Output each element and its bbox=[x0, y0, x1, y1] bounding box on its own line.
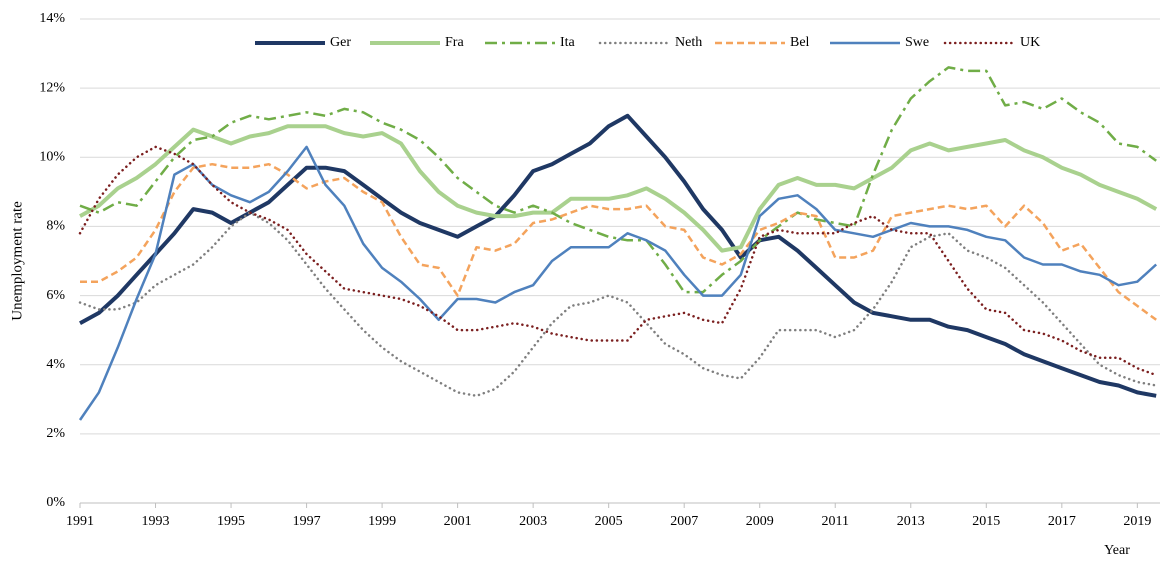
legend-label: Neth bbox=[675, 35, 702, 50]
x-tick-label: 2017 bbox=[1048, 514, 1076, 529]
series-line bbox=[78, 145, 1158, 377]
x-tick-label: 2005 bbox=[595, 514, 623, 529]
y-tick-label: 10% bbox=[39, 150, 65, 165]
legend-label: Bel bbox=[790, 35, 810, 50]
legend-label: Fra bbox=[445, 35, 464, 50]
y-tick-label: 8% bbox=[46, 219, 65, 234]
legend-label: Ita bbox=[560, 35, 576, 50]
legend-label: Swe bbox=[905, 35, 929, 50]
x-tick-label: 1991 bbox=[66, 514, 94, 529]
x-axis-label: Year bbox=[1104, 543, 1130, 558]
x-tick-label: 1993 bbox=[142, 514, 170, 529]
y-tick-label: 4% bbox=[46, 357, 65, 372]
x-tick-label: 2019 bbox=[1123, 514, 1151, 529]
x-tick-label: 2011 bbox=[822, 514, 849, 529]
x-tick-label: 2015 bbox=[972, 514, 1000, 529]
y-tick-label: 0% bbox=[46, 495, 65, 510]
series-line bbox=[78, 145, 1158, 421]
legend-label: UK bbox=[1020, 35, 1040, 50]
x-tick-label: 1997 bbox=[293, 514, 321, 529]
series-line bbox=[79, 66, 1157, 294]
series-line bbox=[80, 162, 1157, 321]
x-tick-label: 1995 bbox=[217, 514, 245, 529]
y-tick-label: 2% bbox=[46, 426, 65, 441]
series-line bbox=[79, 113, 1157, 398]
series-line bbox=[79, 124, 1158, 253]
y-tick-label: 12% bbox=[39, 80, 65, 95]
x-tick-label: 2003 bbox=[519, 514, 547, 529]
x-tick-label: 2009 bbox=[746, 514, 774, 529]
series-line bbox=[78, 211, 1158, 398]
x-tick-label: 2001 bbox=[444, 514, 472, 529]
y-tick-label: 14% bbox=[39, 11, 65, 26]
legend-label: Ger bbox=[330, 35, 351, 50]
x-tick-label: 1999 bbox=[368, 514, 396, 529]
y-tick-label: 6% bbox=[46, 288, 65, 303]
x-tick-label: 2007 bbox=[670, 514, 698, 529]
x-tick-label: 2013 bbox=[897, 514, 925, 529]
y-axis-label: Unemployment rate bbox=[9, 201, 25, 321]
